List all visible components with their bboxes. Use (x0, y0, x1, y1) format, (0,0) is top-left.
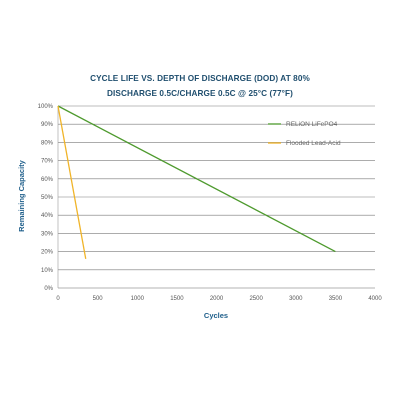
chart-subtitle: DISCHARGE 0.5C/CHARGE 0.5C @ 25°C (77°F) (107, 89, 293, 98)
y-tick-label: 20% (41, 250, 54, 256)
x-tick-label: 0 (56, 296, 60, 302)
x-tick-label: 500 (93, 296, 104, 302)
y-tick-label: 40% (41, 213, 54, 219)
series-line-0 (57, 105, 336, 253)
y-tick-label: 30% (41, 231, 54, 237)
y-tick-label: 50% (41, 195, 54, 201)
y-tick-label: 0% (44, 286, 53, 292)
y-tick-label: 70% (41, 159, 54, 165)
y-tick-label: 80% (41, 140, 54, 146)
y-tick-label: 10% (41, 268, 54, 274)
y-tick-label: 90% (41, 122, 54, 128)
y-tick-label: 100% (38, 104, 54, 110)
series-line-1 (57, 105, 87, 259)
x-tick-label: 1500 (170, 296, 184, 302)
y-axis-label: Remaining Capacity (17, 159, 26, 232)
x-tick-label: 3500 (329, 296, 343, 302)
x-tick-label: 4000 (368, 296, 382, 302)
x-tick-label: 1000 (131, 296, 145, 302)
chart-title: CYCLE LIFE VS. DEPTH OF DISCHARGE (DOD) … (90, 74, 310, 83)
x-tick-label: 3000 (289, 296, 303, 302)
y-tick-label: 60% (41, 177, 54, 183)
x-tick-label: 2500 (249, 296, 263, 302)
legend-label: RELiON LiFePO4 (286, 121, 338, 128)
x-axis-label: Cycles (204, 311, 228, 320)
x-tick-label: 2000 (210, 296, 224, 302)
legend-label: Flooded Lead-Acid (286, 140, 341, 147)
